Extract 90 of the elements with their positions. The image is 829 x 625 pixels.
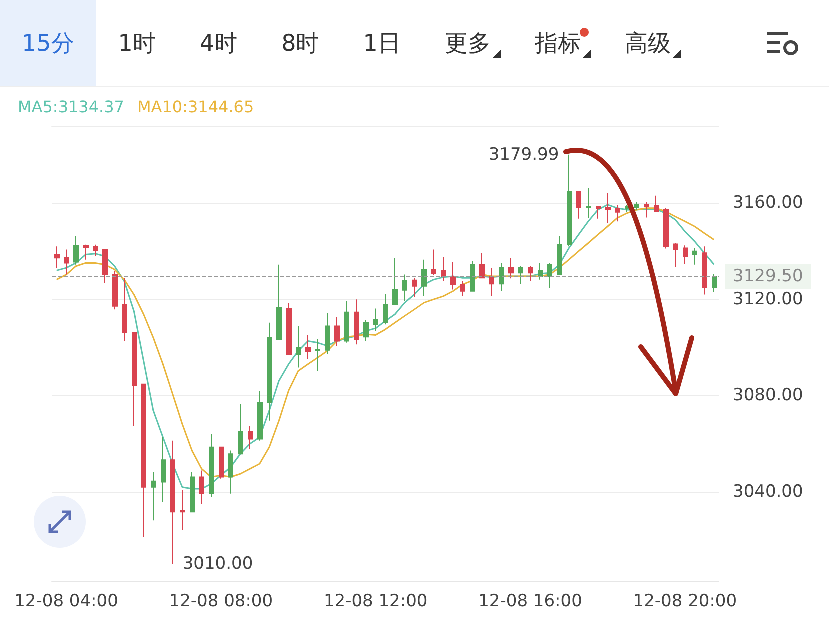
candlestick — [412, 278, 417, 298]
y-tick-label: 3120.00 — [733, 289, 804, 310]
text: MA5:3134.37 — [18, 98, 124, 116]
text: 8时 — [282, 30, 320, 58]
candlestick — [392, 258, 398, 306]
y-tick-label: 3040.00 — [733, 482, 804, 502]
candlestick — [692, 248, 697, 266]
text: 4时 — [200, 30, 238, 58]
candlestick — [596, 206, 601, 220]
x-tick-label: 12-08 12:00 — [324, 592, 428, 612]
candlestick — [73, 236, 79, 266]
candlestick — [199, 470, 204, 504]
candlestick — [238, 404, 243, 455]
candlestick — [83, 244, 89, 260]
candlestick — [383, 294, 388, 326]
candlestick — [190, 472, 195, 513]
candlestick — [431, 249, 436, 276]
candlestick — [286, 302, 292, 355]
candlestick — [673, 242, 678, 268]
candlestick — [132, 332, 137, 426]
candlestick — [557, 236, 562, 276]
text: 1日 — [363, 30, 401, 58]
candlestick — [315, 339, 320, 372]
candlestick — [64, 249, 69, 276]
candlestick — [499, 262, 504, 292]
text: 15分 — [22, 30, 74, 58]
candlestick — [586, 188, 591, 219]
text: 更多 — [444, 30, 491, 58]
candlestick — [170, 440, 175, 565]
candlestick — [141, 384, 146, 538]
candlestick — [712, 274, 717, 293]
candlestick — [538, 262, 543, 280]
candlestick — [209, 434, 214, 498]
candlestick — [528, 266, 533, 282]
candlestick — [683, 245, 688, 265]
candlestick — [267, 322, 272, 422]
y-tick-label: 3080.00 — [733, 386, 804, 406]
candlestick — [363, 320, 369, 342]
candlestick — [615, 204, 620, 222]
candlestick — [219, 446, 224, 480]
candlestick — [354, 299, 359, 346]
candlestick — [450, 262, 456, 290]
candlestick — [402, 274, 407, 302]
candlestick — [479, 252, 485, 279]
candlestick — [702, 246, 707, 296]
y-tick-label: 3160.00 — [733, 193, 804, 214]
candlestick — [460, 281, 465, 297]
candlestick — [373, 308, 378, 332]
x-tick-label: 12-08 16:00 — [478, 592, 582, 612]
x-tick-label: 12-08 04:00 — [14, 592, 118, 612]
x-tick-label: 12-08 08:00 — [169, 592, 274, 612]
candlestick — [634, 202, 639, 211]
candlestick — [112, 270, 118, 310]
annotation: 3179.99 — [488, 144, 560, 165]
candlestick — [547, 262, 552, 289]
candlestick — [257, 390, 263, 442]
candlestick — [180, 490, 185, 531]
text: 1时 — [118, 30, 156, 58]
candlestick — [102, 249, 108, 284]
candlestick — [344, 300, 349, 344]
candlestick — [567, 154, 572, 248]
candlestick — [305, 334, 311, 360]
candlestick — [654, 195, 659, 213]
candlestick — [334, 316, 340, 347]
candlestick — [644, 202, 649, 218]
text: MA10:3144.65 — [137, 98, 254, 116]
candlestick — [151, 472, 156, 522]
candlestick — [421, 259, 427, 297]
candlestick — [508, 258, 514, 280]
candlestick — [248, 425, 253, 450]
candlestick — [54, 246, 60, 269]
candlestick — [605, 192, 611, 224]
ref-line-label: 3129.50 — [733, 266, 804, 286]
candlestick — [122, 278, 127, 342]
x-tick-label: 12-08 20:00 — [633, 592, 738, 612]
candlestick — [663, 208, 669, 250]
candlestick — [518, 266, 523, 285]
candlestick — [276, 264, 282, 340]
candlestick — [325, 312, 330, 355]
text: 指标 — [534, 30, 581, 58]
text: 高级 — [624, 30, 671, 58]
candlestick — [576, 191, 581, 220]
annotation: 3010.00 — [182, 554, 254, 574]
candlestick — [296, 326, 301, 368]
candlestick — [161, 437, 166, 503]
candlestick — [470, 261, 475, 292]
candlestick — [441, 256, 446, 282]
candlestick — [93, 244, 98, 257]
candlestick — [228, 450, 233, 494]
candlestick — [489, 268, 494, 297]
